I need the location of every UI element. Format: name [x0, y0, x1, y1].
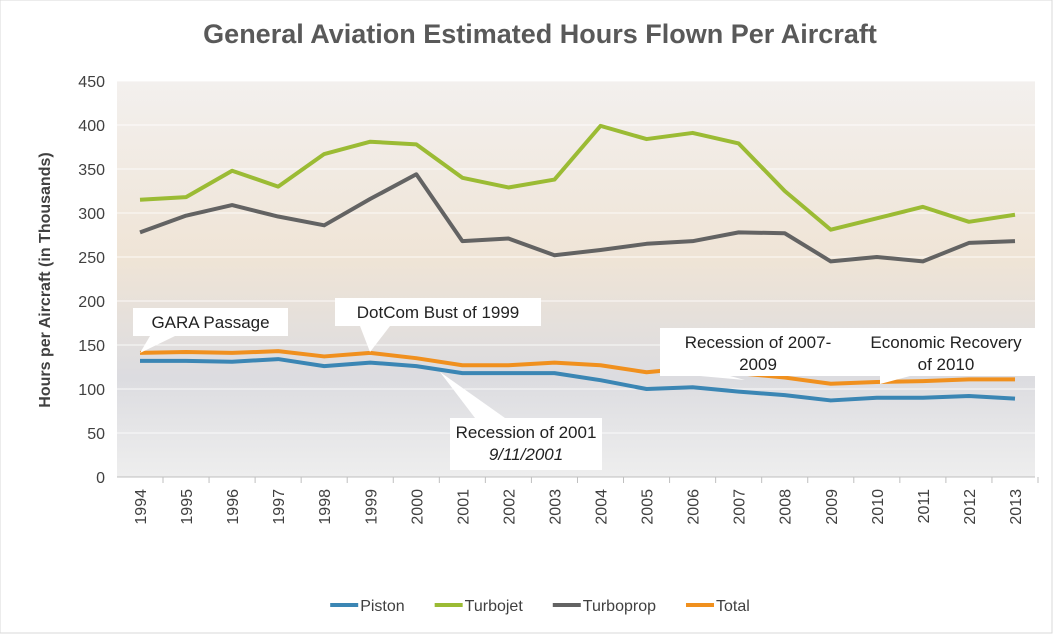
- x-tick-label: 2006: [686, 489, 703, 525]
- x-tick-label: 2005: [640, 489, 657, 525]
- y-tick-label: 250: [78, 250, 105, 267]
- y-tick-label: 300: [78, 206, 105, 223]
- annotation-text: GARA Passage: [151, 313, 269, 332]
- annotation-text: Economic Recovery: [870, 333, 1022, 352]
- y-tick-label: 200: [78, 294, 105, 311]
- series-line: [139, 349, 1015, 386]
- annotation-text: Recession of 2007-: [685, 333, 831, 352]
- series-line: [140, 357, 1016, 403]
- callout-box: [450, 418, 602, 470]
- x-tick-label: 2011: [916, 489, 933, 524]
- x-tick-label: 1994: [133, 489, 150, 525]
- y-tick-label: 350: [78, 162, 105, 179]
- x-tick-label: 2008: [778, 489, 795, 525]
- x-tick-label: 2002: [501, 489, 518, 525]
- legend-label: Total: [716, 598, 750, 615]
- y-axis-label: Hours per Aircraft (in Thousands): [37, 152, 54, 407]
- y-tick-label: 50: [87, 426, 105, 443]
- x-tick-label: 2012: [962, 489, 979, 525]
- x-tick-label: 2013: [1008, 489, 1025, 525]
- x-tick-label: 2010: [870, 489, 887, 525]
- legend-label: Turbojet: [465, 598, 524, 615]
- annotation-text: 2009: [739, 355, 777, 374]
- annotation-text: DotCom Bust of 1999: [357, 303, 520, 322]
- y-tick-label: 450: [78, 74, 105, 91]
- x-tick-label: 2009: [824, 489, 841, 525]
- x-tick-label: 2003: [547, 489, 564, 525]
- series-line: [139, 123, 1016, 232]
- y-tick-label: 400: [78, 118, 105, 135]
- x-tick-label: 1998: [317, 489, 334, 525]
- chart-title: General Aviation Estimated Hours Flown P…: [203, 19, 877, 49]
- annotation-text: of 2010: [918, 355, 975, 374]
- x-tick-label: 1995: [179, 489, 196, 525]
- x-tick-label: 1997: [271, 489, 288, 525]
- callout-pointer: [700, 376, 745, 380]
- callout-box: [660, 328, 856, 376]
- callout-pointer: [360, 326, 390, 352]
- x-tick-label: 2004: [594, 489, 611, 525]
- annotation-text: Recession of 2001: [456, 423, 597, 442]
- legend-label: Turboprop: [583, 598, 656, 615]
- callout-box: [335, 298, 541, 326]
- series-line: [139, 172, 1016, 264]
- callout-pointer: [140, 336, 175, 353]
- y-tick-label: 0: [96, 470, 105, 487]
- x-tick-label: 2001: [455, 489, 472, 525]
- y-tick-label: 100: [78, 382, 105, 399]
- plot-background: [117, 81, 1035, 477]
- callout-box: [133, 308, 288, 336]
- x-tick-label: 2000: [409, 489, 426, 525]
- y-tick-label: 150: [78, 338, 105, 355]
- x-tick-label: 1999: [363, 489, 380, 525]
- x-tick-label: 1996: [225, 489, 242, 525]
- annotation-text: 9/11/2001: [489, 445, 563, 464]
- callout-pointer: [880, 376, 910, 384]
- callout-box: [850, 328, 1042, 376]
- legend-label: Piston: [360, 598, 404, 615]
- x-tick-label: 2007: [732, 489, 749, 525]
- callout-pointer: [440, 372, 505, 418]
